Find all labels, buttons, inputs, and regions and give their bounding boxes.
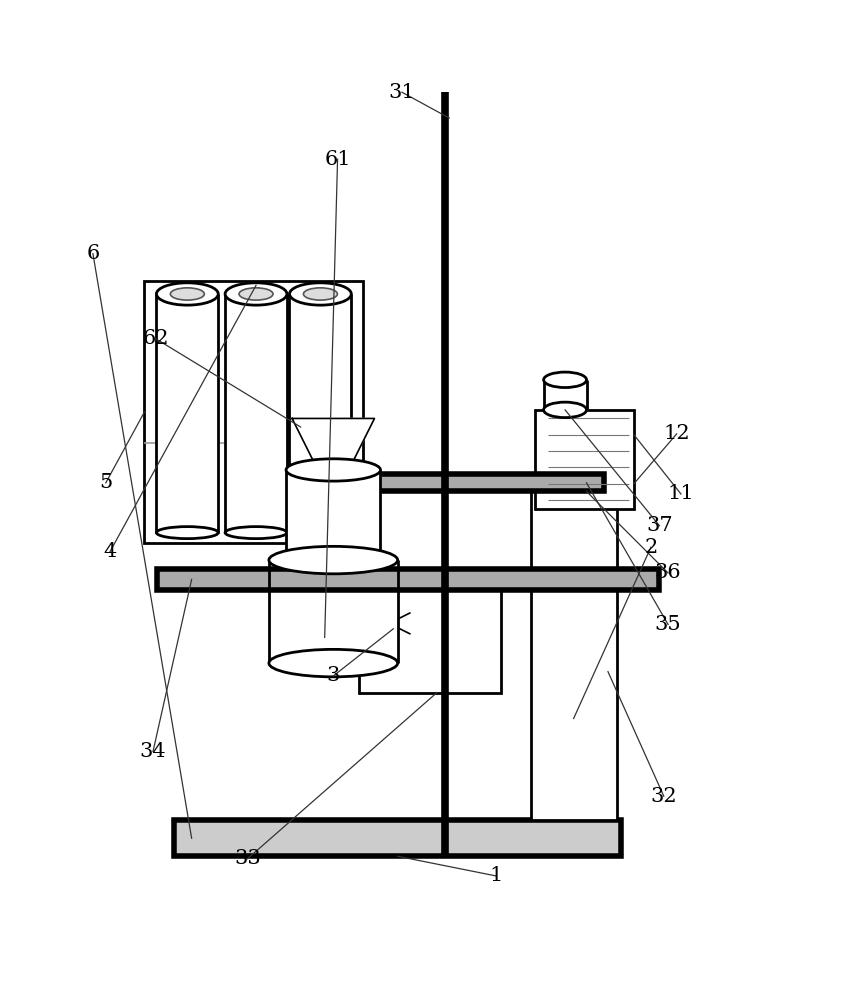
Text: 31: 31 <box>389 83 416 102</box>
Polygon shape <box>226 294 287 533</box>
Bar <box>157 569 659 590</box>
Polygon shape <box>292 418 374 470</box>
Ellipse shape <box>269 546 397 574</box>
Ellipse shape <box>239 288 273 300</box>
Ellipse shape <box>156 283 219 305</box>
Ellipse shape <box>543 372 587 388</box>
Polygon shape <box>543 380 587 410</box>
Ellipse shape <box>286 459 380 481</box>
Ellipse shape <box>289 283 352 305</box>
Text: 12: 12 <box>664 424 690 443</box>
Polygon shape <box>289 294 352 533</box>
Polygon shape <box>269 560 397 663</box>
Ellipse shape <box>226 527 287 539</box>
Ellipse shape <box>269 649 397 677</box>
Text: 32: 32 <box>651 787 677 806</box>
Ellipse shape <box>303 288 338 300</box>
Text: 3: 3 <box>327 666 340 685</box>
Text: 62: 62 <box>143 329 168 348</box>
Ellipse shape <box>286 549 380 571</box>
Text: 36: 36 <box>655 563 682 582</box>
Polygon shape <box>286 470 380 560</box>
Ellipse shape <box>289 527 352 539</box>
Text: 34: 34 <box>140 742 166 761</box>
Bar <box>175 820 621 856</box>
Text: 5: 5 <box>99 473 112 492</box>
Ellipse shape <box>226 283 287 305</box>
Text: 1: 1 <box>490 866 503 885</box>
Ellipse shape <box>543 402 587 418</box>
Text: 11: 11 <box>668 484 695 503</box>
Ellipse shape <box>156 527 219 539</box>
Bar <box>535 410 633 509</box>
Bar <box>530 481 617 820</box>
Bar <box>144 281 364 543</box>
Bar <box>321 474 604 491</box>
Text: 4: 4 <box>104 542 117 561</box>
Text: 2: 2 <box>645 538 658 557</box>
Ellipse shape <box>170 288 205 300</box>
Text: 37: 37 <box>646 516 673 535</box>
Bar <box>359 586 500 693</box>
Text: 33: 33 <box>234 849 261 868</box>
Text: 6: 6 <box>86 244 99 263</box>
Text: 61: 61 <box>324 150 351 169</box>
Polygon shape <box>156 294 219 533</box>
Text: 35: 35 <box>655 615 682 634</box>
